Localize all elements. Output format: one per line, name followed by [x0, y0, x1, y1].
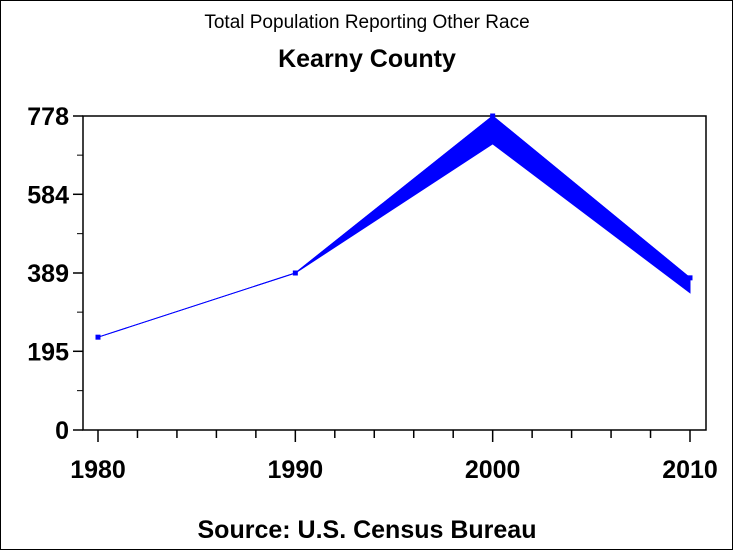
data-point — [95, 334, 101, 340]
y-tick-label: 584 — [27, 181, 69, 209]
y-tick-label: 195 — [27, 338, 69, 366]
data-point — [687, 275, 693, 281]
series-band — [97, 115, 691, 338]
x-tick-label: 1990 — [268, 456, 324, 484]
y-tick-label: 778 — [27, 103, 69, 131]
plot-frame — [82, 115, 707, 431]
chart-subtitle: Kearny County — [278, 45, 456, 73]
chart-footnote: Source: U.S. Census Bureau — [198, 516, 537, 544]
series-line — [97, 115, 691, 338]
x-tick-label: 1980 — [70, 456, 126, 484]
data-point — [292, 270, 298, 276]
y-tick-label: 0 — [55, 417, 69, 445]
x-tick-label: 2000 — [465, 456, 521, 484]
x-tick-label: 2010 — [662, 456, 718, 484]
data-point — [490, 113, 496, 119]
chart-title: Total Population Reporting Other Race — [204, 12, 529, 33]
y-tick-label: 389 — [27, 260, 69, 288]
